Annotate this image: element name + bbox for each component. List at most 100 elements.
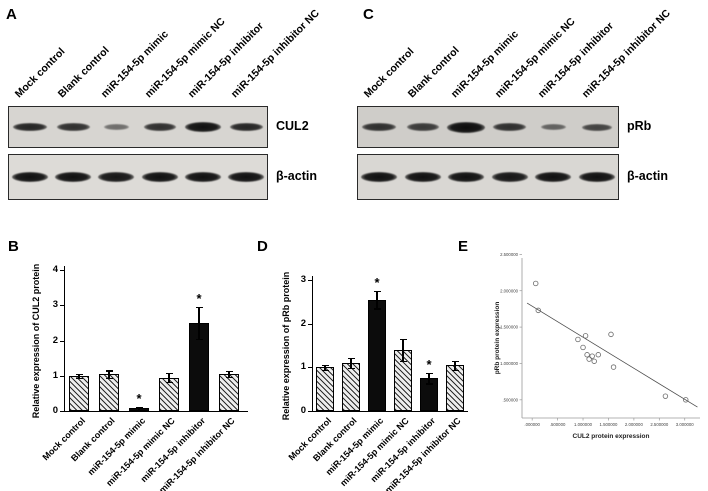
blot-band (361, 172, 397, 182)
lane-label: miR-154-5p mimic NC (142, 15, 228, 101)
error-bar-line (168, 373, 170, 382)
y-tick-label: 2.000000 (500, 288, 519, 293)
blot-band (56, 123, 90, 131)
y-tick-mark (60, 340, 64, 342)
error-bar-line (428, 373, 430, 384)
error-bar-cap (425, 383, 433, 385)
scatter-point (584, 352, 590, 358)
y-tick-label: 2 (52, 334, 58, 346)
blot-band (103, 124, 129, 130)
y-tick-label: 0 (300, 405, 306, 416)
scatter-point (591, 358, 597, 364)
error-bar-cap (195, 307, 203, 309)
bar (69, 375, 89, 411)
error-bar-cap (225, 376, 233, 378)
blot-band (143, 123, 176, 131)
error-bar-line (198, 307, 200, 339)
error-bar-line (324, 365, 326, 370)
protein-label: β-actin (276, 169, 317, 183)
protein-label: β-actin (627, 169, 668, 183)
lane-label: miR-154-5p inhibitor NC (228, 7, 322, 101)
y-axis (312, 276, 313, 412)
error-bar-cap (135, 406, 143, 408)
blot-strip (8, 106, 268, 148)
x-axis (312, 411, 468, 412)
error-bar-cap (165, 373, 173, 375)
x-tick-label: 2.500000 (650, 422, 669, 427)
y-tick-mark (308, 323, 312, 325)
blot-strip (8, 154, 268, 200)
lane-label: miR-154-5p inhibitor (185, 20, 266, 101)
scatter-point (575, 336, 581, 343)
error-bar-cap (347, 368, 355, 370)
blot-band (491, 172, 528, 182)
scatter-point (662, 393, 669, 399)
blot-band (362, 123, 396, 131)
bar (342, 362, 360, 411)
x-tick-label: .000000 (524, 422, 540, 427)
error-bar-cap (135, 409, 143, 411)
scatter-point (610, 364, 617, 370)
y-tick-mark (308, 367, 312, 369)
blot-band (141, 172, 178, 182)
blot-band (184, 122, 221, 132)
error-bar-cap (321, 365, 329, 367)
y-tick-mark (308, 411, 312, 412)
blot-band (13, 123, 47, 131)
bar (99, 373, 119, 411)
y-axis-label: Relative expression of CUL2 protein (31, 263, 41, 418)
y-axis-label: pRb protein expression (494, 302, 501, 375)
blot-band (447, 121, 486, 133)
bar (316, 367, 334, 411)
blot-band (98, 172, 135, 182)
blot-band (229, 123, 263, 131)
y-tick-label: 2.500000 (500, 252, 519, 257)
blot-strip (357, 154, 619, 200)
y-tick-label: 2 (300, 317, 306, 329)
error-bar-cap (399, 360, 407, 362)
x-tick-label: 2.000000 (625, 422, 644, 427)
blot-band (493, 123, 527, 131)
lane-label: miR-154-5p mimic NC (492, 15, 578, 101)
error-bar-cap (451, 360, 459, 362)
lane-label: miR-154-5p inhibitor (536, 20, 617, 101)
x-axis-label: CUL2 protein expression (573, 433, 650, 440)
scatter-point (586, 356, 592, 362)
significance-star: * (426, 357, 432, 372)
error-bar-cap (347, 357, 355, 359)
scatter-point (535, 307, 541, 314)
blot-band (540, 124, 566, 130)
error-bar-cap (75, 373, 83, 375)
scatter-point (595, 352, 601, 358)
scatter-point (589, 353, 595, 359)
x-tick-label: .500000 (550, 422, 566, 427)
blot-band (184, 172, 221, 182)
y-tick-mark (60, 375, 64, 377)
blot-band (582, 123, 612, 131)
error-bar-cap (225, 371, 233, 373)
x-tick-label: 1.500000 (599, 422, 618, 427)
y-tick-label: 0 (52, 405, 58, 416)
y-tick-mark (308, 280, 312, 281)
error-bar-cap (321, 369, 329, 371)
blot-band (55, 172, 92, 182)
y-tick-label: 1 (300, 361, 306, 373)
blot-strip (357, 106, 619, 148)
y-tick-label: 3 (300, 274, 306, 285)
blot-band (228, 172, 264, 182)
y-tick-label: 1.000000 (500, 361, 519, 366)
bar (219, 373, 239, 411)
y-tick-label: 3 (52, 299, 58, 311)
blot-band (535, 172, 572, 182)
y-tick-label: 4 (52, 264, 58, 275)
y-tick-label: .500000 (502, 397, 518, 402)
significance-star: * (374, 274, 380, 290)
x-axis (64, 411, 248, 412)
error-bar-cap (373, 290, 381, 293)
y-tick-mark (60, 305, 64, 307)
error-bar-line (78, 373, 80, 378)
regression-line (526, 302, 698, 408)
scatter-plot: .000000 .500000 1.000000 1.500000 2.000000 2.… (494, 252, 700, 440)
error-bar-cap (373, 308, 381, 310)
